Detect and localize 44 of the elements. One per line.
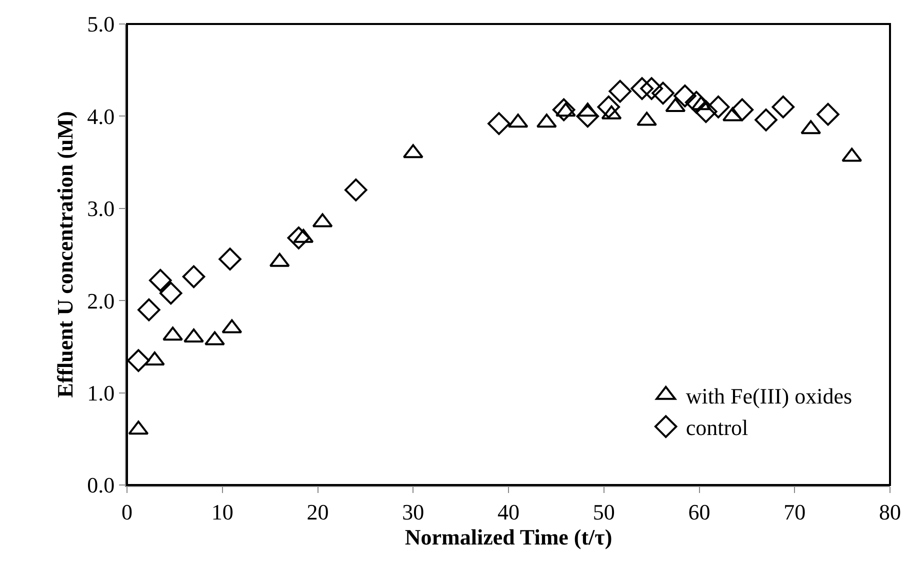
point [630,77,654,100]
x-tick-label: 50 [592,499,615,524]
y-axis-title: Effluent U concentration (uM) [52,111,78,398]
x-tick-label: 80 [879,499,901,524]
point [608,80,632,103]
y-tick-label: 0.0 [87,472,115,498]
x-tick-label: 20 [306,499,329,524]
point [218,248,242,271]
point [816,102,840,126]
point [674,84,696,108]
x-tick-label: 0 [122,499,132,524]
x-tick-label: 40 [498,499,520,524]
point [597,96,620,118]
point [730,98,754,122]
y-tick-label: 2.0 [87,288,115,314]
x-tick-label: 10 [211,499,234,524]
point [184,328,204,342]
point [652,82,674,105]
point [148,268,172,292]
point [576,104,600,128]
legend-label: with Fe(III) oxides [686,384,852,408]
point [684,90,708,114]
y-tick-label: 3.0 [87,196,115,222]
point [138,298,160,322]
point [772,96,795,118]
point [344,178,368,202]
point [159,282,182,305]
y-tick-label: 5.0 [87,12,115,37]
x-tick-label: 70 [784,499,806,524]
point [754,108,778,132]
point [182,265,206,288]
point [552,98,576,122]
point [204,331,225,346]
y-tick-label: 1.0 [87,380,115,406]
point [694,100,718,123]
legend-label: control [686,415,748,440]
y-tick-label: 4.0 [87,104,115,129]
point [640,77,663,100]
x-axis-title: Normalized Time (t/τ) [404,524,612,550]
point [706,96,730,118]
x-tick-label: 30 [402,499,424,524]
point [287,226,310,250]
x-tick-label: 60 [688,499,710,524]
point [488,112,510,135]
